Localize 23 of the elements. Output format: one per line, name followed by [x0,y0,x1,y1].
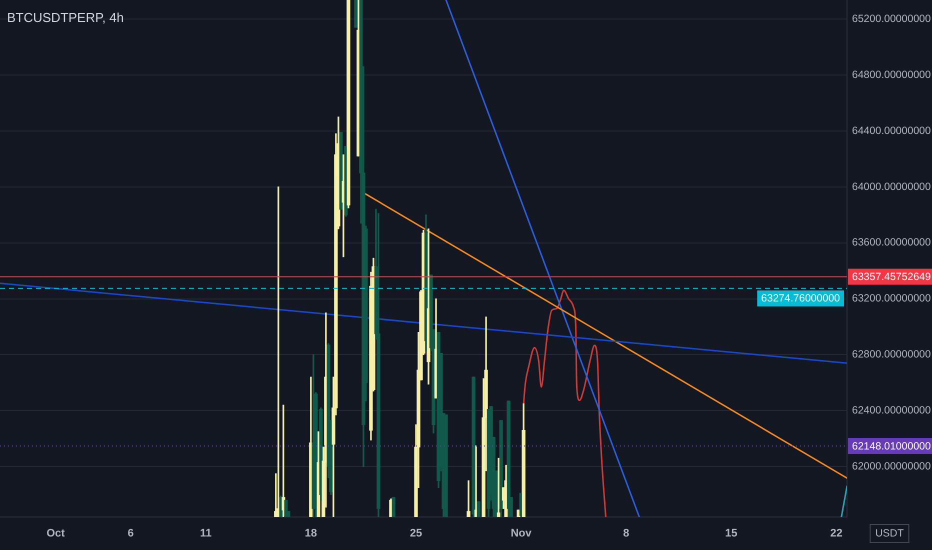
x-tick-label: 8 [623,528,630,540]
y-tick-label: 64000.00000000 [852,180,931,193]
x-tick-label: Oct [46,528,66,540]
ref-line-label: 63274.76000000 [761,292,840,305]
x-tick-label: 22 [830,528,842,540]
x-tick-label: 15 [725,528,738,540]
y-tick-label: 64800.00000000 [852,68,931,81]
y-tick-label: 62000.00000000 [852,460,931,473]
text: BTCUSDTPERP, 4h [7,10,124,26]
x-tick-label: 25 [410,528,422,540]
x-tick-label: Nov [510,528,532,540]
y-tick-label: 62800.00000000 [852,348,931,361]
y-axis-title: USDT [875,527,904,540]
y-tick-label: 62400.00000000 [852,404,931,417]
x-tick-label: 11 [200,528,212,540]
x-tick-label: 18 [304,528,318,540]
y-tick-label: 65200.00000000 [852,12,931,25]
x-tick-label: 6 [128,528,134,540]
ref-line-label: 62148.01000000 [852,440,931,452]
y-tick-label: 64400.00000000 [852,124,931,137]
y-tick-label: 63600.00000000 [852,236,931,249]
ref-line-label: 63357.45752649 [852,271,931,284]
y-tick-label: 63200.00000000 [852,292,931,305]
